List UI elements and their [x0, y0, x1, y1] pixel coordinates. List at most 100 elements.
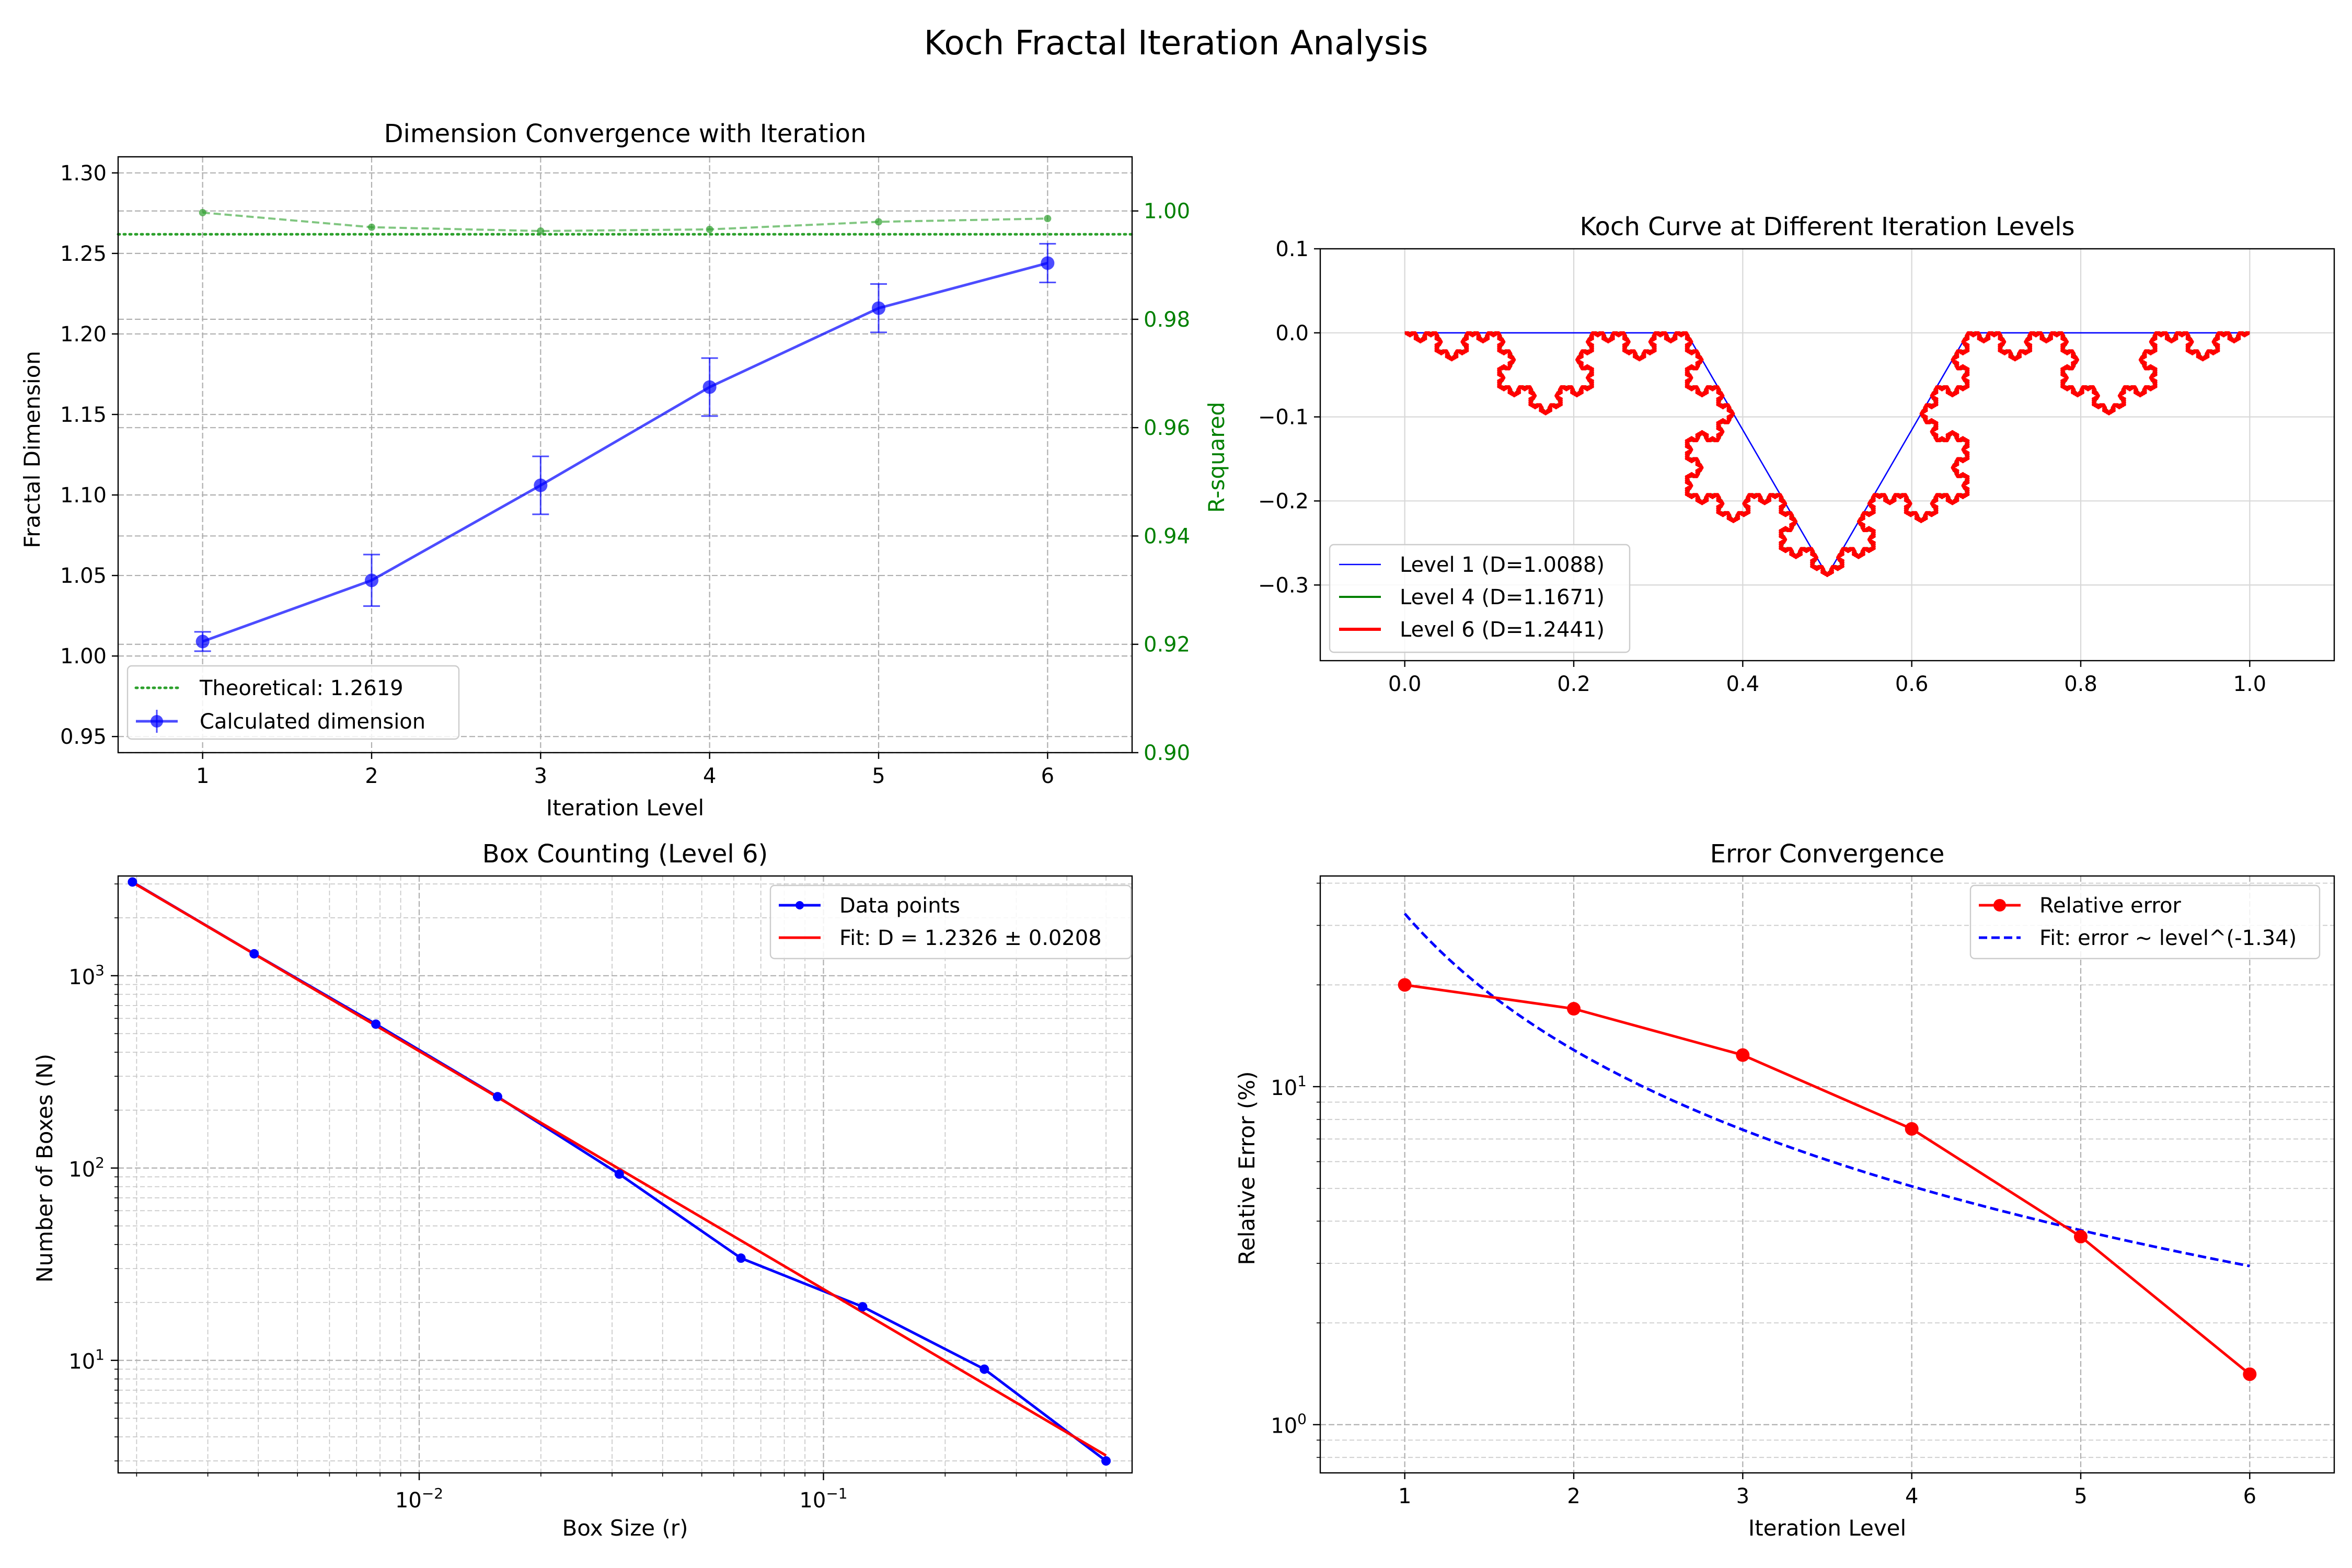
relative-error-point — [1398, 978, 1412, 992]
r-squared-point — [1044, 215, 1052, 223]
plot-frame — [1319, 248, 2335, 662]
y-tick-label: 1.15 — [60, 403, 107, 427]
legend-theoretical-label: Theoretical: 1.2619 — [199, 676, 403, 700]
legend-data-points-label: Data points — [839, 894, 960, 918]
y-tick-label: −0.1 — [1258, 406, 1309, 430]
plot-frame — [117, 156, 1133, 754]
legend-level1-label: Level 1 (D=1.0088) — [1400, 553, 1605, 577]
data-point — [128, 877, 137, 887]
x-tick-label: 4 — [1905, 1484, 1918, 1508]
data-point — [614, 1169, 624, 1179]
y-tick-label: 103 — [68, 962, 105, 989]
legend-frame — [126, 665, 460, 740]
data-point — [1101, 1456, 1111, 1466]
y-tick-label: 102 — [68, 1154, 105, 1182]
y-tick-label: −0.3 — [1258, 573, 1309, 597]
r-squared-point — [706, 225, 713, 233]
fit-line — [132, 881, 1107, 1457]
p4-title: Error Convergence — [1710, 839, 1945, 869]
legend-relative-error-marker — [1993, 899, 2006, 912]
p4-ylabel: Relative Error (%) — [1234, 1071, 1260, 1265]
right-y-tick-label: 0.92 — [1144, 633, 1190, 657]
y-tick-label: 1.10 — [60, 483, 107, 508]
koch-level-4-line — [1404, 331, 2250, 577]
plot-frame — [117, 875, 1133, 1474]
data-point — [858, 1302, 868, 1312]
r-squared-line — [202, 211, 1048, 232]
right-y-tick-label: 0.98 — [1144, 308, 1190, 332]
x-tick-label: 10−1 — [799, 1485, 847, 1513]
p1-xlabel: Iteration Level — [546, 795, 704, 821]
y-tick-label: 101 — [68, 1346, 105, 1374]
y-tick-label: 0.1 — [1275, 237, 1309, 261]
r-squared-point — [368, 223, 375, 231]
y-tick-label: 1.25 — [60, 242, 107, 266]
legend-calculated-label: Calculated dimension — [200, 710, 425, 734]
x-tick-label: 1 — [1398, 1484, 1411, 1508]
legend-calculated-marker — [151, 715, 163, 728]
x-tick-label: 0.2 — [1557, 672, 1590, 696]
p3-xlabel: Box Size (r) — [562, 1515, 688, 1541]
p4-legend: Relative error Fit: error ~ level^(-1.34… — [1969, 884, 2321, 960]
dimension-line — [202, 261, 1048, 643]
y-tick-label: 0.95 — [60, 725, 107, 749]
p2-legend: Level 1 (D=1.0088) Level 4 (D=1.1671) Le… — [1329, 544, 1631, 653]
y-tick-label: 100 — [1271, 1411, 1307, 1438]
x-tick-label: 3 — [534, 764, 547, 788]
r-squared-point — [537, 227, 545, 235]
y-tick-label: 1.30 — [60, 162, 107, 186]
y-tick-label: 0.0 — [1275, 321, 1309, 345]
dimension-convergence-chart: Dimension Convergence with Iteration Ite… — [19, 119, 1229, 821]
relative-error-point — [1567, 1002, 1581, 1016]
legend-fit-label: Fit: error ~ level^(-1.34) — [2039, 926, 2297, 950]
dimension-point — [1041, 256, 1055, 270]
y-tick-label: 1.00 — [60, 644, 107, 668]
dimension-point — [365, 573, 378, 587]
data-point — [371, 1019, 381, 1029]
x-tick-label: 5 — [2074, 1484, 2087, 1508]
legend-relative-error-label: Relative error — [2039, 894, 2181, 918]
x-tick-label: 0.0 — [1388, 672, 1422, 696]
koch-level-6-line — [1404, 331, 2251, 578]
dimension-point — [872, 301, 885, 315]
relative-error-point — [1736, 1048, 1750, 1062]
legend-data-points-marker — [795, 901, 804, 909]
x-tick-label: 0.8 — [2064, 672, 2097, 696]
x-tick-label: 4 — [703, 764, 716, 788]
data-point — [736, 1253, 746, 1263]
p1-ylabel: Fractal Dimension — [19, 351, 45, 548]
y-tick-label: 1.05 — [60, 564, 107, 588]
data-point — [492, 1092, 502, 1102]
p1-ylabel-right: R-squared — [1204, 402, 1229, 513]
koch-level-1-line — [1404, 332, 2250, 577]
x-tick-label: 0.6 — [1895, 672, 1929, 696]
p1-title: Dimension Convergence with Iteration — [384, 119, 867, 148]
x-tick-label: 10−2 — [395, 1485, 443, 1513]
data-point — [249, 949, 259, 959]
x-tick-label: 3 — [1736, 1484, 1749, 1508]
p3-title: Box Counting (Level 6) — [482, 839, 768, 869]
dimension-point — [534, 478, 548, 492]
data-point — [979, 1364, 989, 1374]
legend-frame — [1969, 884, 2321, 960]
figure-title: Koch Fractal Iteration Analysis — [924, 24, 1428, 63]
x-tick-label: 1.0 — [2233, 672, 2267, 696]
legend-level4-label: Level 4 (D=1.1671) — [1400, 585, 1605, 609]
relative-error-point — [2243, 1367, 2257, 1381]
right-y-tick-label: 0.94 — [1144, 524, 1190, 548]
r-squared-point — [199, 209, 206, 216]
error-convergence-chart: Error Convergence Iteration Level Relati… — [1234, 839, 2335, 1541]
relative-error-point — [1905, 1122, 1919, 1136]
dimension-point — [195, 635, 210, 649]
p2-title: Koch Curve at Different Iteration Levels — [1579, 212, 2074, 241]
x-tick-label: 2 — [365, 764, 378, 788]
plot-frame — [1319, 875, 2335, 1474]
right-y-tick-label: 0.96 — [1144, 416, 1190, 440]
x-tick-label: 0.4 — [1726, 672, 1760, 696]
legend-frame — [1329, 544, 1631, 653]
y-tick-label: 1.20 — [60, 322, 107, 347]
legend-frame — [769, 884, 1132, 960]
dimension-point — [702, 380, 717, 394]
x-tick-label: 6 — [1041, 764, 1054, 788]
